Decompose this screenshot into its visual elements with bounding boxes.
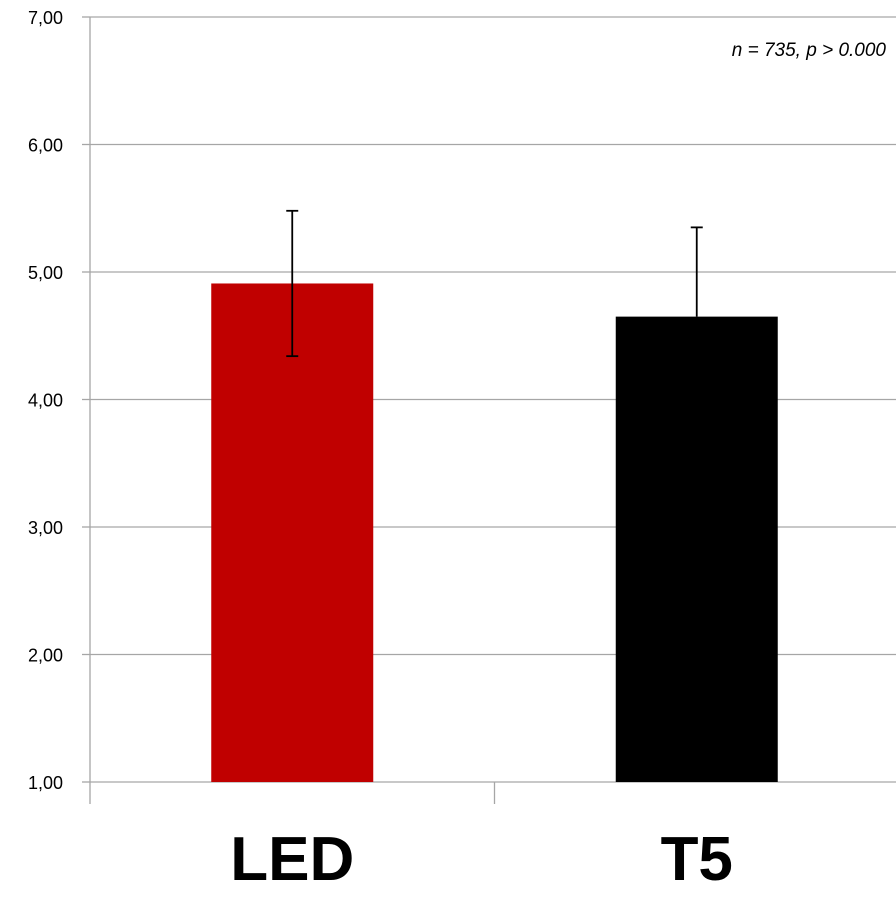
x-category-labels: LED T5 <box>230 825 733 894</box>
bar-t5 <box>615 316 778 782</box>
bars <box>211 283 778 782</box>
y-tick-label: 2,00 <box>28 646 63 666</box>
y-tick-label: 6,00 <box>28 136 63 156</box>
bar-led <box>211 283 374 782</box>
y-tick-label: 1,00 <box>28 773 63 793</box>
y-tick-label: 4,00 <box>28 391 63 411</box>
x-category-label-led: LED <box>230 825 354 894</box>
y-tick-label: 5,00 <box>28 263 63 283</box>
stats-annotation: n = 735, p > 0.000 <box>732 40 887 61</box>
y-tick-label: 7,00 <box>28 8 63 28</box>
error-bars <box>286 209 703 358</box>
y-tick-label: 3,00 <box>28 518 63 538</box>
x-category-label-t5: T5 <box>661 825 733 894</box>
y-tick-labels: 1,00 2,00 3,00 4,00 5,00 6,00 7,00 <box>28 8 63 793</box>
